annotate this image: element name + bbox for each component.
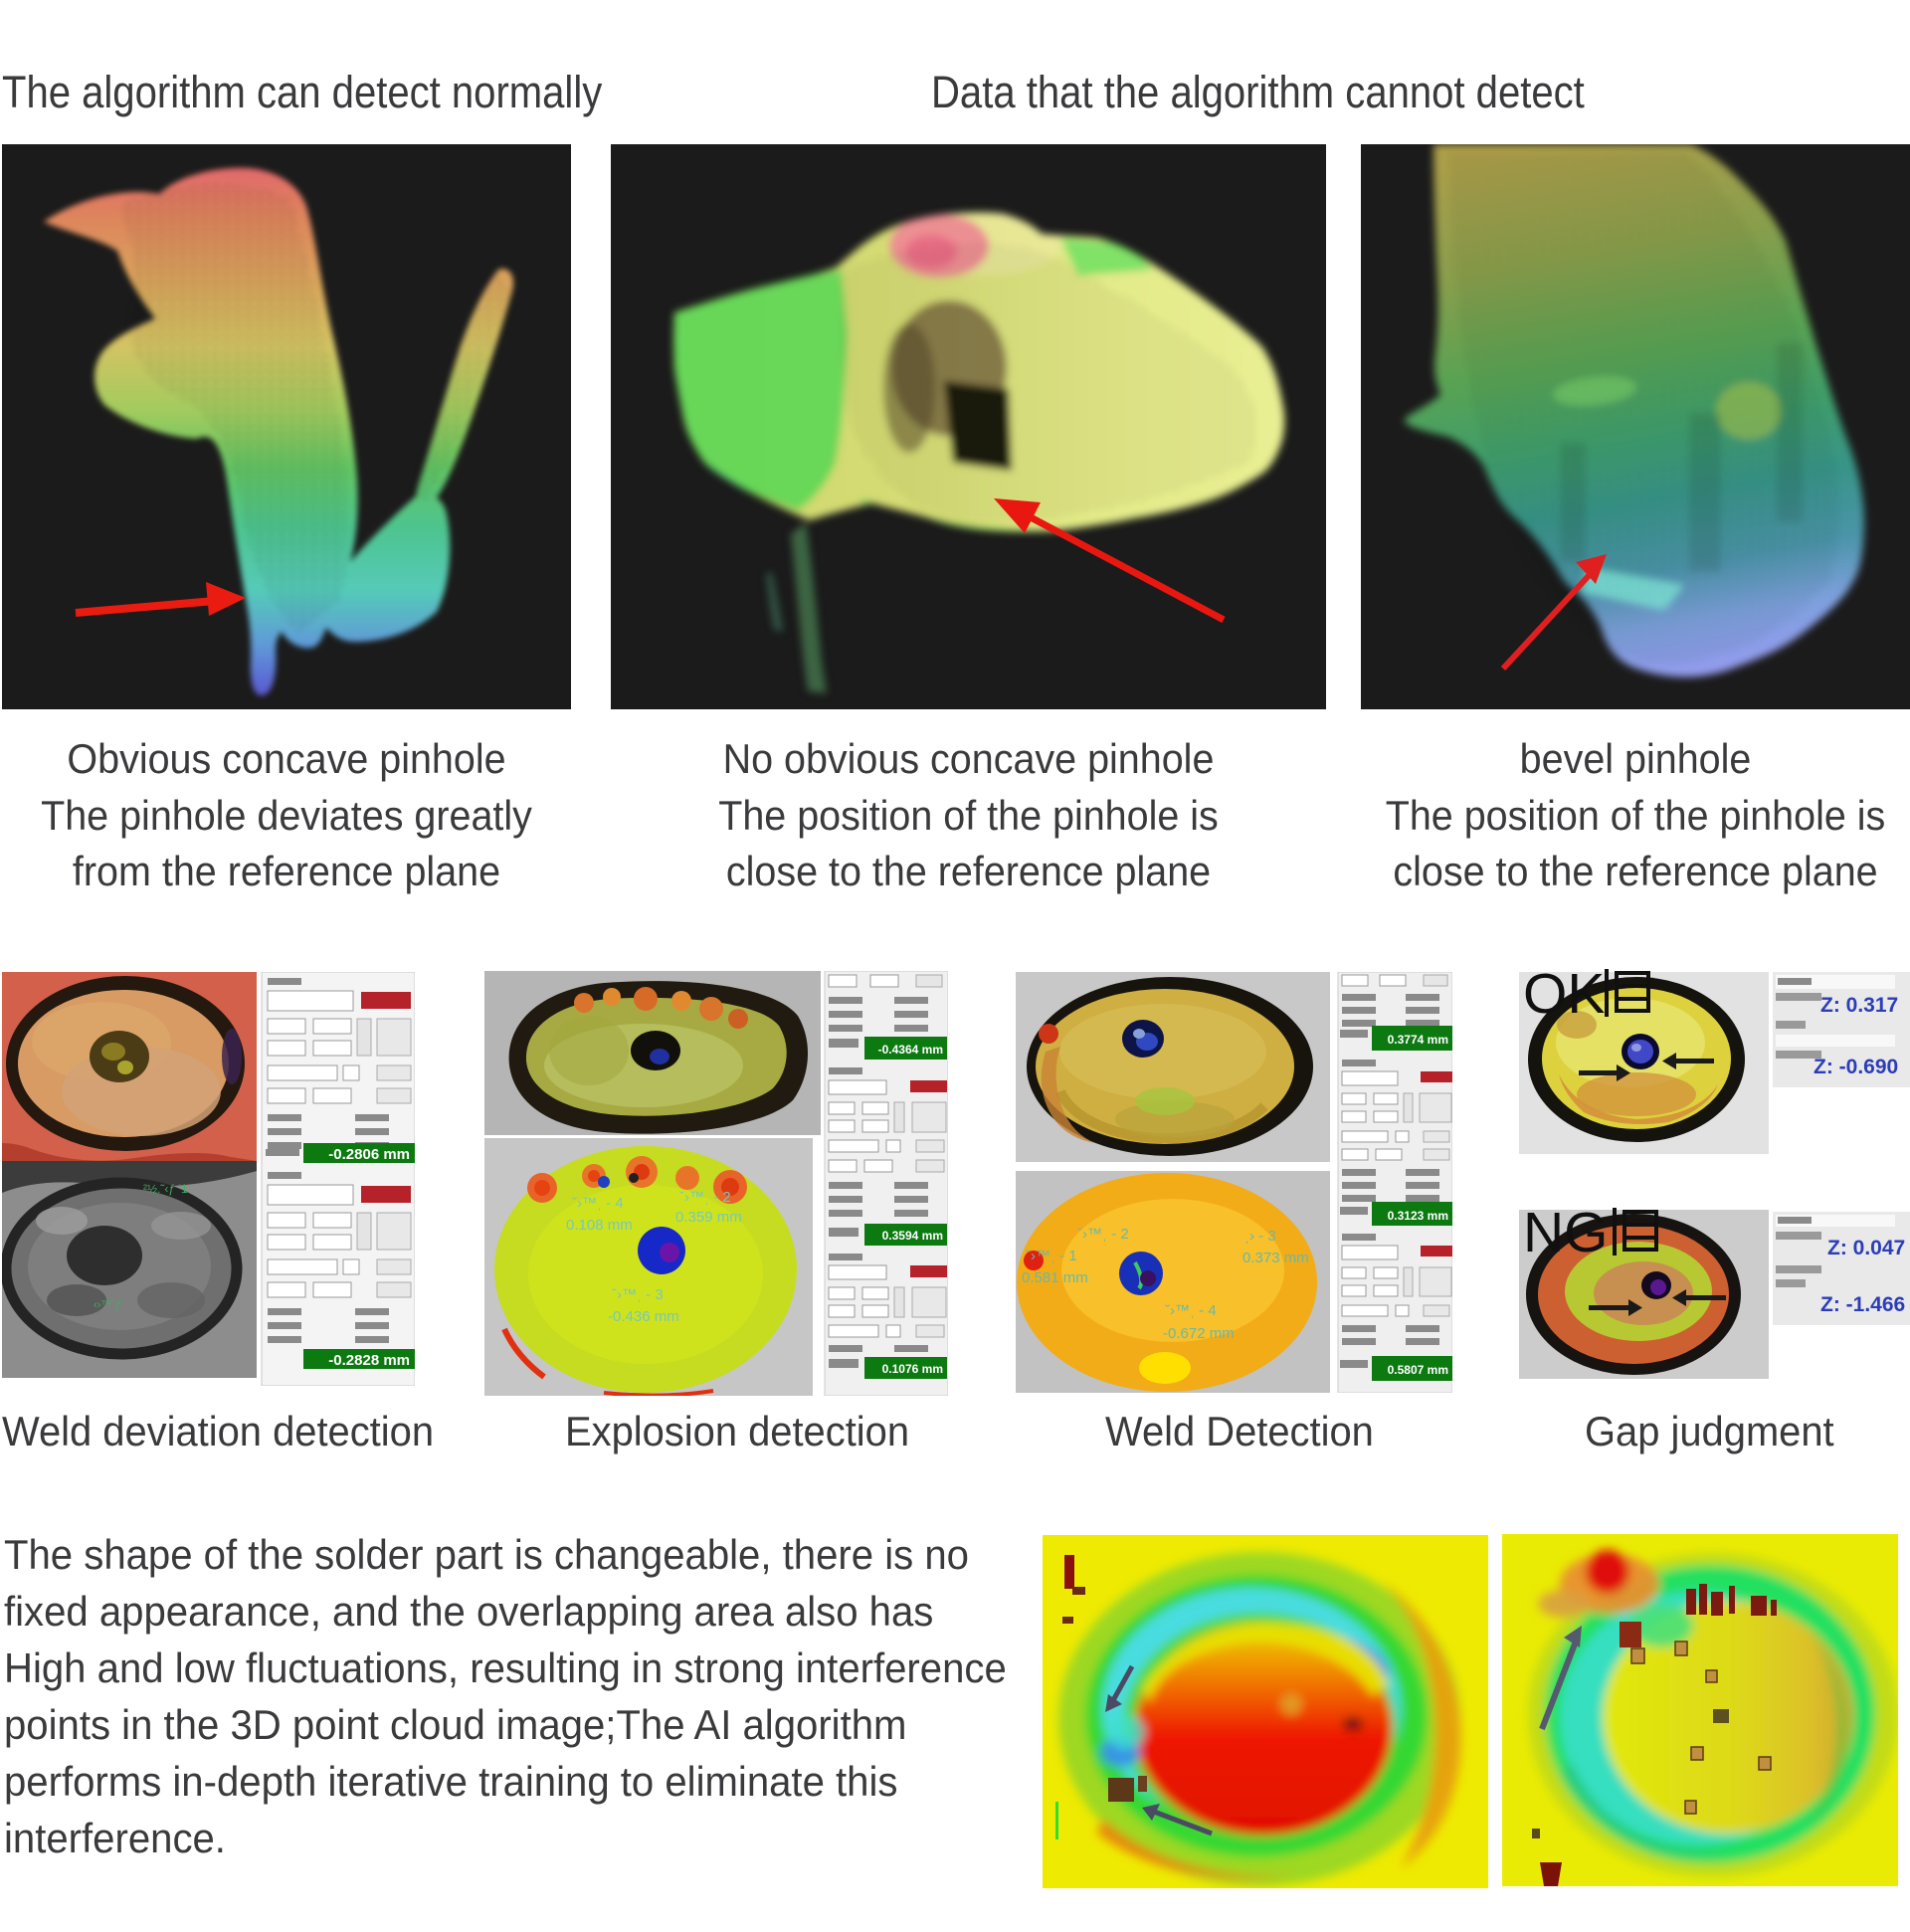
svg-text:0.1076 mm: 0.1076 mm: [882, 1362, 943, 1376]
svg-text:0.108 mm: 0.108 mm: [566, 1217, 633, 1234]
svg-text:Z: 0.317: Z: 0.317: [1820, 994, 1898, 1017]
svg-text:Z: 0.047: Z: 0.047: [1827, 1237, 1905, 1259]
svg-text:ˇ›™ˌ - 2: ˇ›™ˌ - 2: [679, 1189, 731, 1206]
svg-text:-0.2828 mm: -0.2828 mm: [328, 1352, 410, 1369]
svg-text:NG: NG: [1523, 1201, 1609, 1264]
svg-text:Z: -1.466: Z: -1.466: [1820, 1293, 1905, 1316]
svg-text:0.373 mm: 0.373 mm: [1242, 1250, 1309, 1266]
svg-text:-0.4364 mm: -0.4364 mm: [878, 1043, 943, 1057]
svg-text:0.3123 mm: 0.3123 mm: [1388, 1209, 1448, 1223]
svg-text:0.3594 mm: 0.3594 mm: [882, 1229, 943, 1243]
svg-text:ˇ›™ˌ - 4: ˇ›™ˌ - 4: [572, 1195, 624, 1212]
svg-text:²½.˜‹ƒ ‘1: ²½.˜‹ƒ ‘1: [143, 1182, 188, 1196]
svg-text:-0.436 mm: -0.436 mm: [608, 1308, 679, 1325]
svg-text:ˇ›™ˌ - 2: ˇ›™ˌ - 2: [1077, 1226, 1129, 1243]
svg-text:0.581 mm: 0.581 mm: [1022, 1269, 1088, 1286]
svg-text:0.359 mm: 0.359 mm: [675, 1209, 742, 1226]
svg-text:0.5807 mm: 0.5807 mm: [1388, 1363, 1448, 1377]
svg-text:‹›™¨ƒ˙: ‹›™¨ƒ˙: [94, 1299, 125, 1311]
svg-text:ˇ›™ˌ - 1: ˇ›™ˌ - 1: [1026, 1248, 1077, 1264]
svg-text:-0.2806 mm: -0.2806 mm: [328, 1146, 410, 1163]
svg-text:ˇ›™ˌ - 4: ˇ›™ˌ - 4: [1165, 1302, 1217, 1319]
svg-text:OK: OK: [1523, 962, 1605, 1026]
svg-text:ˆ›™ˌ - 3: ˆ›™ˌ - 3: [612, 1286, 664, 1303]
svg-text:-0.672 mm: -0.672 mm: [1163, 1325, 1235, 1342]
svg-text:0.3774 mm: 0.3774 mm: [1388, 1033, 1448, 1047]
svg-text:Z: -0.690: Z: -0.690: [1814, 1056, 1898, 1078]
svg-text:ˌ› - 3: ˌ› - 3: [1244, 1228, 1276, 1245]
